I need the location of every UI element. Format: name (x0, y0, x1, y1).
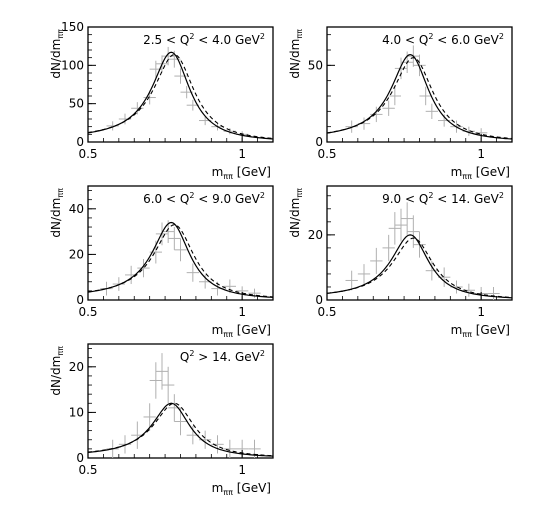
y-tick-label: 0 (76, 451, 84, 465)
y-tick-label: 10 (69, 405, 84, 419)
y-tick-label: 50 (69, 97, 84, 111)
y-tick-label: 0 (315, 135, 323, 149)
x-tick-label: 0.5 (78, 305, 97, 319)
y-axis-label: dN/dmππ (288, 29, 304, 79)
panel-1: 0 50 100 150 0.5 1 2.5 < Q2 < 4.0 GeV2 mππ [GeV… (49, 20, 274, 181)
y-axis-label: dN/dmππ (49, 29, 65, 79)
q2-range-label: 2.5 < Q2 < 4.0 GeV2 (143, 32, 265, 47)
y-axis-label: dN/dmππ (288, 188, 304, 238)
q2-range-label: 4.0 < Q2 < 6.0 GeV2 (382, 32, 504, 47)
panel-3: 0 20 40 0.5 1 6.0 < Q2 < 9.0 GeV2 mππ [GeV] dN/… (49, 185, 274, 339)
x-tick-label: 1 (238, 463, 246, 477)
panel-4: 0 20 0.5 1 9.0 < Q2 < 14. GeV2 mππ [GeV] dN/dm… (288, 185, 513, 339)
y-tick-label: 150 (61, 20, 84, 34)
q2-range-label: 9.0 < Q2 < 14. GeV2 (382, 191, 504, 206)
y-axis-label: dN/dmππ (49, 346, 65, 396)
y-tick-label: 100 (61, 58, 84, 72)
fit-curve-dashed (326, 57, 513, 140)
y-tick-label: 50 (308, 58, 323, 72)
x-axis-label: mππ [GeV] (212, 481, 271, 497)
panel-5: 0 10 20 0.5 1 Q2 > 14. GeV2 mππ [GeV] dN/dmππ (49, 343, 274, 497)
q2-range-label: Q2 > 14. GeV2 (180, 349, 265, 364)
x-axis-label: mππ [GeV] (451, 165, 510, 181)
x-tick-label: 1 (477, 147, 485, 161)
x-tick-label: 0.5 (317, 305, 336, 319)
x-tick-label: 0.5 (78, 147, 97, 161)
fit-curve-dashed (87, 54, 274, 139)
y-tick-label: 20 (308, 228, 323, 242)
x-axis-label: mππ [GeV] (212, 323, 271, 339)
y-tick-label: 0 (76, 293, 84, 307)
x-tick-label: 0.5 (317, 147, 336, 161)
y-tick-label: 0 (76, 135, 84, 149)
q2-range-label: 6.0 < Q2 < 9.0 GeV2 (143, 191, 265, 206)
y-tick-label: 40 (69, 202, 84, 216)
y-tick-label: 20 (69, 360, 84, 374)
y-tick-label: 20 (69, 247, 84, 261)
x-tick-label: 1 (477, 305, 485, 319)
x-tick-label: 1 (238, 147, 246, 161)
x-axis-label: mππ [GeV] (212, 165, 271, 181)
y-tick-label: 0 (315, 293, 323, 307)
fit-curve-dashed (326, 237, 513, 298)
x-tick-label: 0.5 (78, 463, 97, 477)
x-axis-label: mππ [GeV] (451, 323, 510, 339)
x-tick-label: 1 (238, 305, 246, 319)
panel-2: 0 50 0.5 1 4.0 < Q2 < 6.0 GeV2 mππ [GeV] dN/dm… (288, 26, 513, 181)
y-axis-label: dN/dmππ (49, 188, 65, 238)
